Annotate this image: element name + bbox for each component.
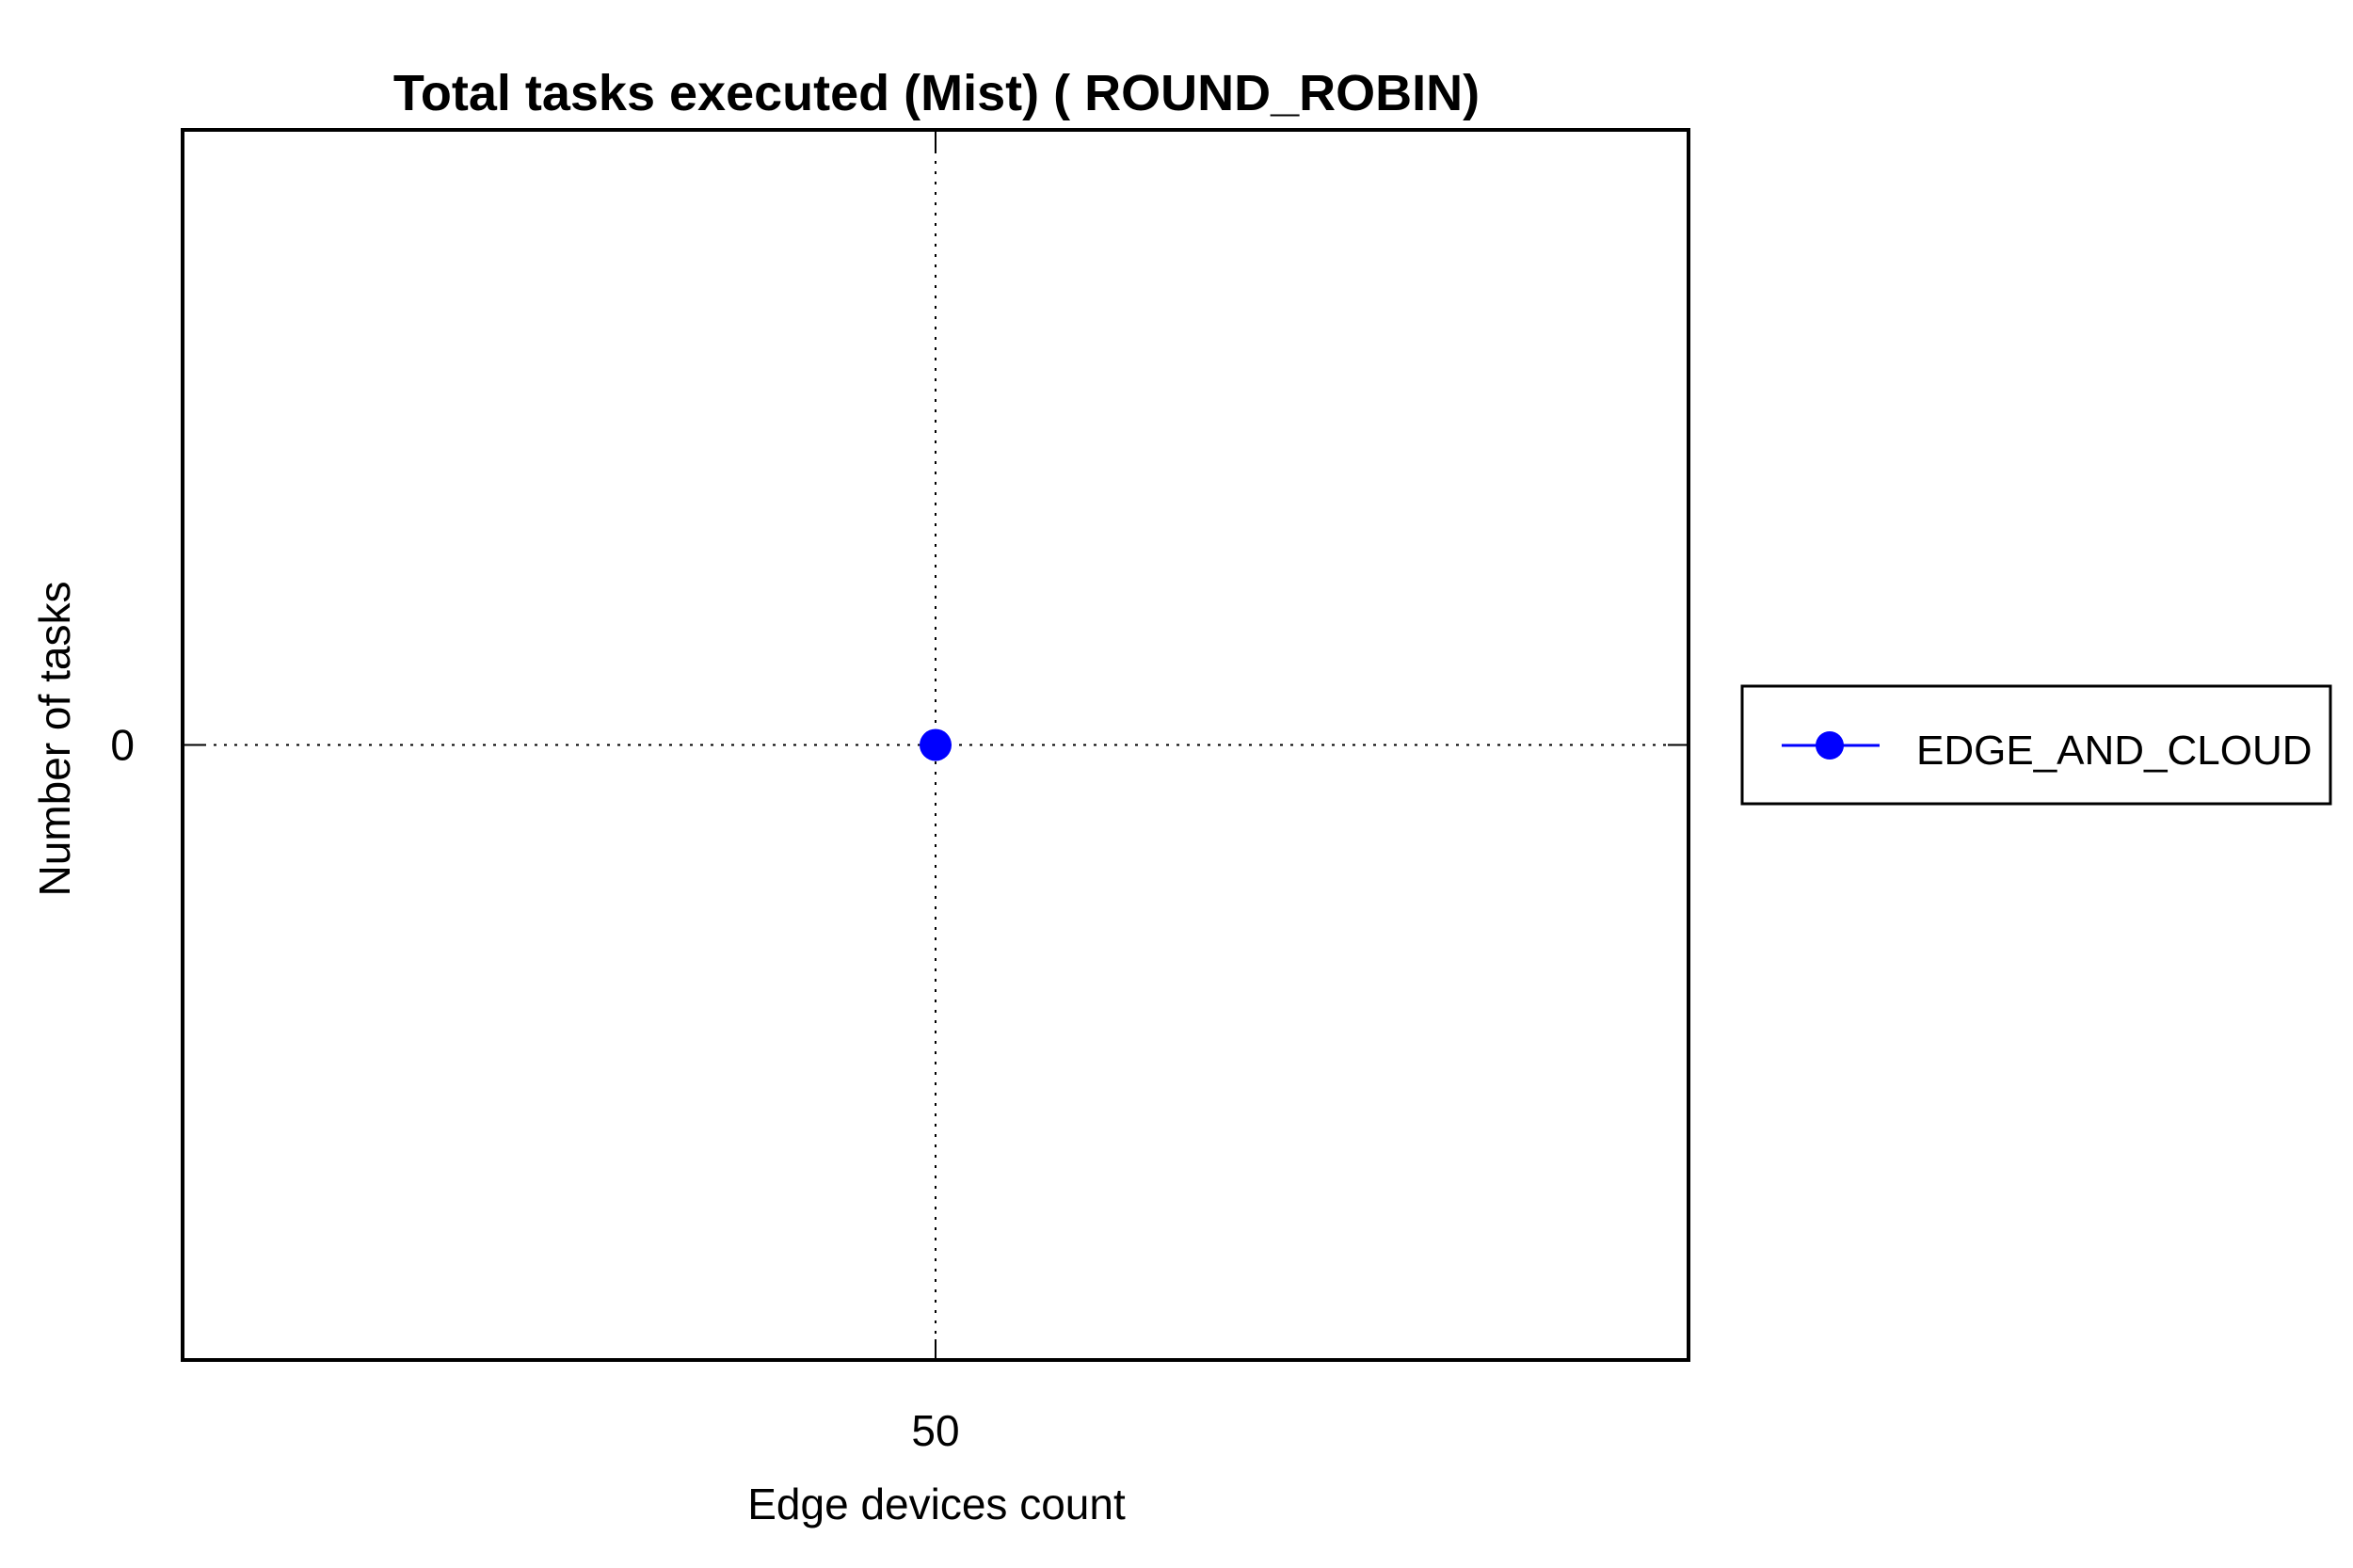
series-layer <box>920 728 952 761</box>
grid-lines <box>183 130 1689 1360</box>
axis-ticks: 50 0 <box>110 130 1689 1455</box>
y-axis-label: Number of tasks <box>30 582 79 897</box>
data-point <box>920 728 952 761</box>
legend: EDGE_AND_CLOUD <box>1740 684 2332 806</box>
legend-marker-swatch <box>1816 731 1844 760</box>
x-tick-label: 50 <box>911 1406 959 1455</box>
legend-label-edge-and-cloud: EDGE_AND_CLOUD <box>1916 728 2313 774</box>
chart-title: Total tasks executed (Mist) ( ROUND_ROBI… <box>393 65 1480 121</box>
x-axis-label: Edge devices count <box>747 1480 1126 1528</box>
y-tick-label: 0 <box>110 721 135 770</box>
